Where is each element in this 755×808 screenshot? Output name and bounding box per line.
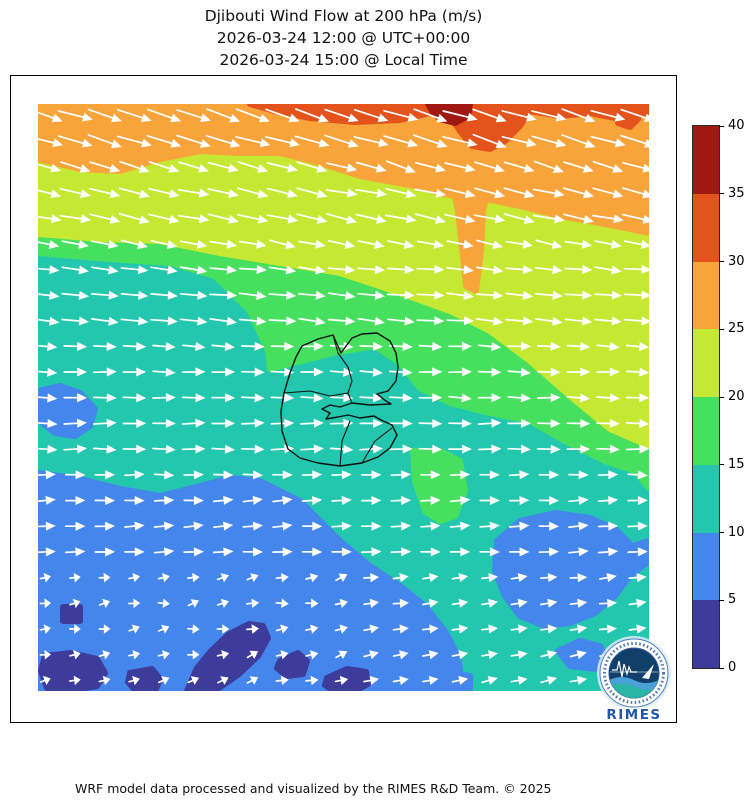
title-block: Djibouti Wind Flow at 200 hPa (m/s) 2026… bbox=[11, 5, 676, 71]
colorbar-tick-label: 30 bbox=[728, 253, 745, 269]
footer-credit: WRF model data processed and visualized … bbox=[75, 781, 552, 796]
colorbar-segment bbox=[693, 193, 719, 262]
colorbar-tick bbox=[719, 396, 724, 398]
contour-region-indigo-blob-1 bbox=[38, 650, 108, 691]
colorbar-tick bbox=[719, 261, 724, 262]
logo-sail-icon bbox=[642, 664, 654, 679]
colorbar-segment bbox=[693, 464, 719, 533]
title-local-time: 2026-03-24 15:00 @ Local Time bbox=[219, 51, 468, 69]
colorbar-tick-label: 5 bbox=[728, 592, 737, 608]
contour-region-indigo-blob-2 bbox=[60, 604, 83, 624]
colorbar-tick bbox=[719, 193, 724, 195]
colorbar-tick-label: 0 bbox=[728, 660, 737, 675]
colorbar-bar bbox=[692, 125, 720, 669]
contour-region-green-finger bbox=[410, 448, 468, 524]
title-utc-time: 2026-03-24 12:00 @ UTC+00:00 bbox=[216, 29, 471, 47]
colorbar-segment bbox=[693, 126, 719, 194]
colorbar-tick-label: 10 bbox=[728, 524, 745, 540]
colorbar-segment bbox=[693, 600, 719, 668]
logo-wordmark: RIMES bbox=[606, 707, 661, 722]
colorbar-tick bbox=[719, 599, 724, 601]
colorbar-tick-label: 40 bbox=[728, 118, 745, 133]
contour-region-darkred-patch bbox=[425, 104, 473, 126]
colorbar-segment bbox=[693, 532, 719, 601]
contour-region-indigo-blob-3 bbox=[125, 666, 163, 691]
colorbar-tick bbox=[719, 125, 724, 127]
logo-seismogram-icon bbox=[612, 660, 637, 678]
colorbar: 0 5 10 15 20 25 30 35 40 bbox=[692, 118, 754, 675]
colorbar-segment bbox=[693, 329, 719, 397]
contour-region-blue-streak bbox=[233, 476, 275, 566]
page-title: Djibouti Wind Flow at 200 hPa (m/s) bbox=[204, 7, 483, 25]
contour-region-indigo-blob-4 bbox=[184, 621, 271, 691]
map-frame: RIMES bbox=[10, 75, 677, 723]
contour-region-blue-right-blob bbox=[492, 510, 649, 629]
colorbar-tick-label: 25 bbox=[728, 321, 745, 337]
colorbar-tick-label: 15 bbox=[728, 456, 745, 472]
logo-ring-text bbox=[603, 642, 665, 704]
colorbar-tick-label: 35 bbox=[728, 185, 745, 201]
contour-region-redorange-spot bbox=[614, 108, 641, 130]
wind-quiver-layer bbox=[38, 108, 649, 686]
colorbar-tick bbox=[719, 532, 724, 533]
colorbar-segment bbox=[693, 261, 719, 330]
colorbar-tick-label: 20 bbox=[728, 389, 745, 404]
colorbar-tick bbox=[719, 667, 724, 669]
colorbar-tick bbox=[719, 328, 724, 330]
contour-region-blue-bottom bbox=[38, 470, 466, 691]
wind-map: RIMES bbox=[38, 104, 671, 722]
contour-region-indigo-blob-5 bbox=[274, 650, 310, 679]
colorbar-segment bbox=[693, 397, 719, 465]
rimes-logo: RIMES bbox=[597, 636, 671, 722]
djibouti-outline bbox=[280, 332, 399, 467]
colorbar-tick bbox=[719, 464, 724, 466]
logo-wave-upper bbox=[609, 677, 659, 690]
